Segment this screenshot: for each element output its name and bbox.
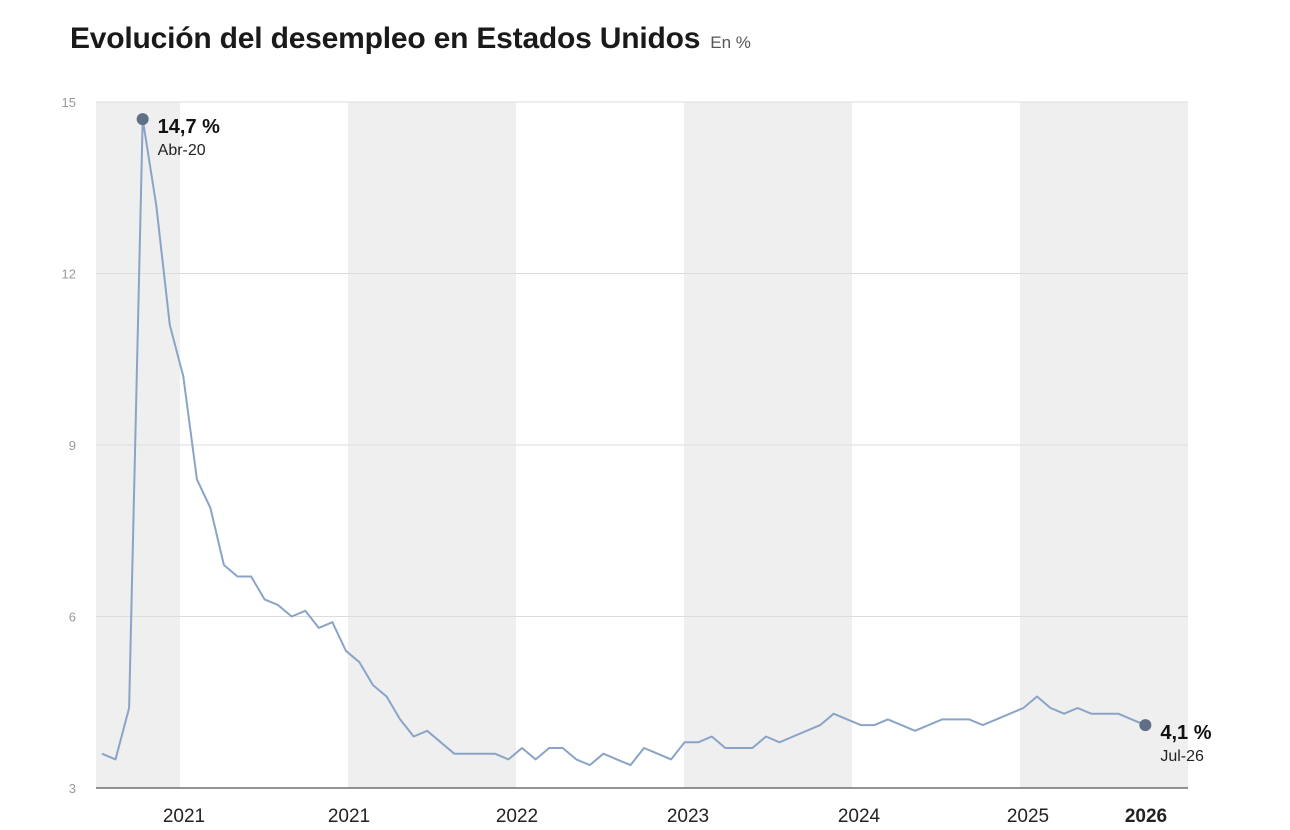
x-tick-label: 2021 <box>163 806 205 827</box>
x-tick-label: 2025 <box>1007 806 1049 827</box>
y-tick-label: 3 <box>69 781 76 796</box>
x-tick-label: 2026 <box>1125 806 1167 827</box>
x-tick-label: 2021 <box>328 806 370 827</box>
y-tick-label: 15 <box>62 95 76 110</box>
annotation-date: Abr-20 <box>158 142 206 159</box>
gridlines <box>96 101 1188 617</box>
x-tick-label: 2022 <box>496 806 538 827</box>
y-tick-label: 6 <box>69 610 76 625</box>
y-axis-ticks: 15 12 9 6 3 <box>62 95 76 796</box>
x-tick-label: 2023 <box>667 806 709 827</box>
chart-title: Evolución del desempleo en Estados Unido… <box>70 22 701 55</box>
chart-subtitle: En % <box>710 33 751 52</box>
data-marker <box>136 113 149 126</box>
annotation-value: 4,1 % <box>1160 722 1211 744</box>
annotation-date: Jul-26 <box>1160 748 1204 765</box>
series-layer <box>101 118 1146 767</box>
data-marker <box>1139 719 1152 732</box>
annotation-value: 14,7 % <box>158 116 220 138</box>
y-tick-label: 12 <box>62 267 76 282</box>
annotations: 14,7 % Abr-20 4,1 % Jul-26 <box>136 113 1212 765</box>
y-tick-label: 9 <box>69 438 76 453</box>
x-axis: 2021 2021 2022 2023 2024 2025 2026 <box>96 787 1188 827</box>
series-line <box>101 118 1146 767</box>
chart-header: Evolución del desempleo en Estados Unido… <box>70 22 751 56</box>
x-tick-label: 2024 <box>838 806 881 827</box>
